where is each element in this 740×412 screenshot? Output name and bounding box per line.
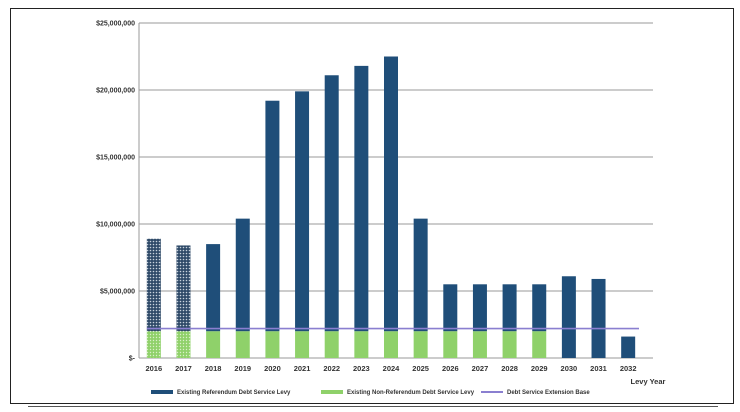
bar-referendum-2025 <box>413 218 428 332</box>
bar-non-referendum-2029 <box>532 331 547 358</box>
y-tick-label: $10,000,000 <box>96 222 135 229</box>
bar-referendum-2022 <box>324 75 339 332</box>
legend: Existing Referendum Debt Service Levy Exi… <box>151 390 590 396</box>
bar-non-referendum-2022 <box>324 331 339 358</box>
bar-non-referendum-2028 <box>502 331 517 358</box>
bar-referendum-2017 <box>176 245 191 332</box>
y-tick-label: $20,000,000 <box>96 88 135 95</box>
chart-frame: $- $5,000,000 $10,000,000 $15,000,000 $20,00… <box>10 8 734 404</box>
legend-label: Existing Referendum Debt Service Levy <box>177 390 291 396</box>
bar-referendum-2018 <box>206 244 221 332</box>
chart: $- $5,000,000 $10,000,000 $15,000,000 $20,00… <box>96 21 665 397</box>
bar-referendum-2024 <box>384 56 398 332</box>
x-tick-label: 2021 <box>294 364 311 373</box>
bar-non-referendum-2024 <box>384 331 398 358</box>
bar-non-referendum-2019 <box>235 331 250 358</box>
x-axis-label: Levy Year <box>631 377 666 386</box>
bar-referendum-2029 <box>532 284 547 332</box>
bar-referendum-2023 <box>354 65 369 332</box>
y-tick-label: $25,000,000 <box>96 21 135 28</box>
x-tick-label: 2028 <box>501 364 518 373</box>
bar-referendum-2019 <box>235 218 250 332</box>
bar-referendum-2032 <box>621 336 636 358</box>
bar-referendum-2030 <box>561 276 576 358</box>
bar-referendum-2028 <box>502 284 517 332</box>
bar-non-referendum-2016 <box>146 331 161 358</box>
bar-non-referendum-2025 <box>413 331 428 358</box>
bar-non-referendum-2026 <box>443 331 458 358</box>
x-tick-label: 2027 <box>472 364 489 373</box>
x-tick-label: 2022 <box>323 364 340 373</box>
legend-swatch <box>321 390 343 394</box>
x-tick-label: 2018 <box>205 364 222 373</box>
bar-referendum-2016 <box>146 238 161 332</box>
x-tick-label: 2016 <box>145 364 162 373</box>
x-tick-label: 2030 <box>561 364 578 373</box>
y-tick-label: $- <box>129 356 136 363</box>
legend-label: Debt Service Extension Base <box>507 390 590 396</box>
bar-non-referendum-2021 <box>295 331 310 358</box>
bars <box>146 56 636 358</box>
bar-non-referendum-2018 <box>206 331 221 358</box>
bar-referendum-2027 <box>472 284 487 332</box>
x-tick-label: 2029 <box>531 364 548 373</box>
page-rule <box>28 406 718 407</box>
legend-swatch <box>151 390 173 394</box>
bar-referendum-2031 <box>591 278 606 358</box>
legend-label: Existing Non-Referendum Debt Service Lev… <box>347 390 475 396</box>
bar-non-referendum-2027 <box>472 331 487 358</box>
x-tick-label: 2032 <box>620 364 637 373</box>
y-tick-label: $15,000,000 <box>96 155 135 162</box>
bar-non-referendum-2020 <box>265 331 280 358</box>
x-tick-label: 2019 <box>234 364 251 373</box>
x-tick-label: 2020 <box>264 364 281 373</box>
x-tick-label: 2017 <box>175 364 192 373</box>
bar-referendum-2020 <box>265 100 280 332</box>
x-tick-label: 2025 <box>412 364 429 373</box>
axes: $- $5,000,000 $10,000,000 $15,000,000 $20,00… <box>96 21 665 387</box>
x-tick-label: 2026 <box>442 364 459 373</box>
bar-non-referendum-2017 <box>176 331 191 358</box>
x-tick-label: 2023 <box>353 364 370 373</box>
x-tick-label: 2024 <box>383 364 401 373</box>
y-tick-label: $5,000,000 <box>100 289 135 296</box>
bar-referendum-2026 <box>443 284 458 332</box>
bar-referendum-2021 <box>295 91 310 332</box>
bar-non-referendum-2023 <box>354 331 369 358</box>
x-tick-label: 2031 <box>590 364 607 373</box>
